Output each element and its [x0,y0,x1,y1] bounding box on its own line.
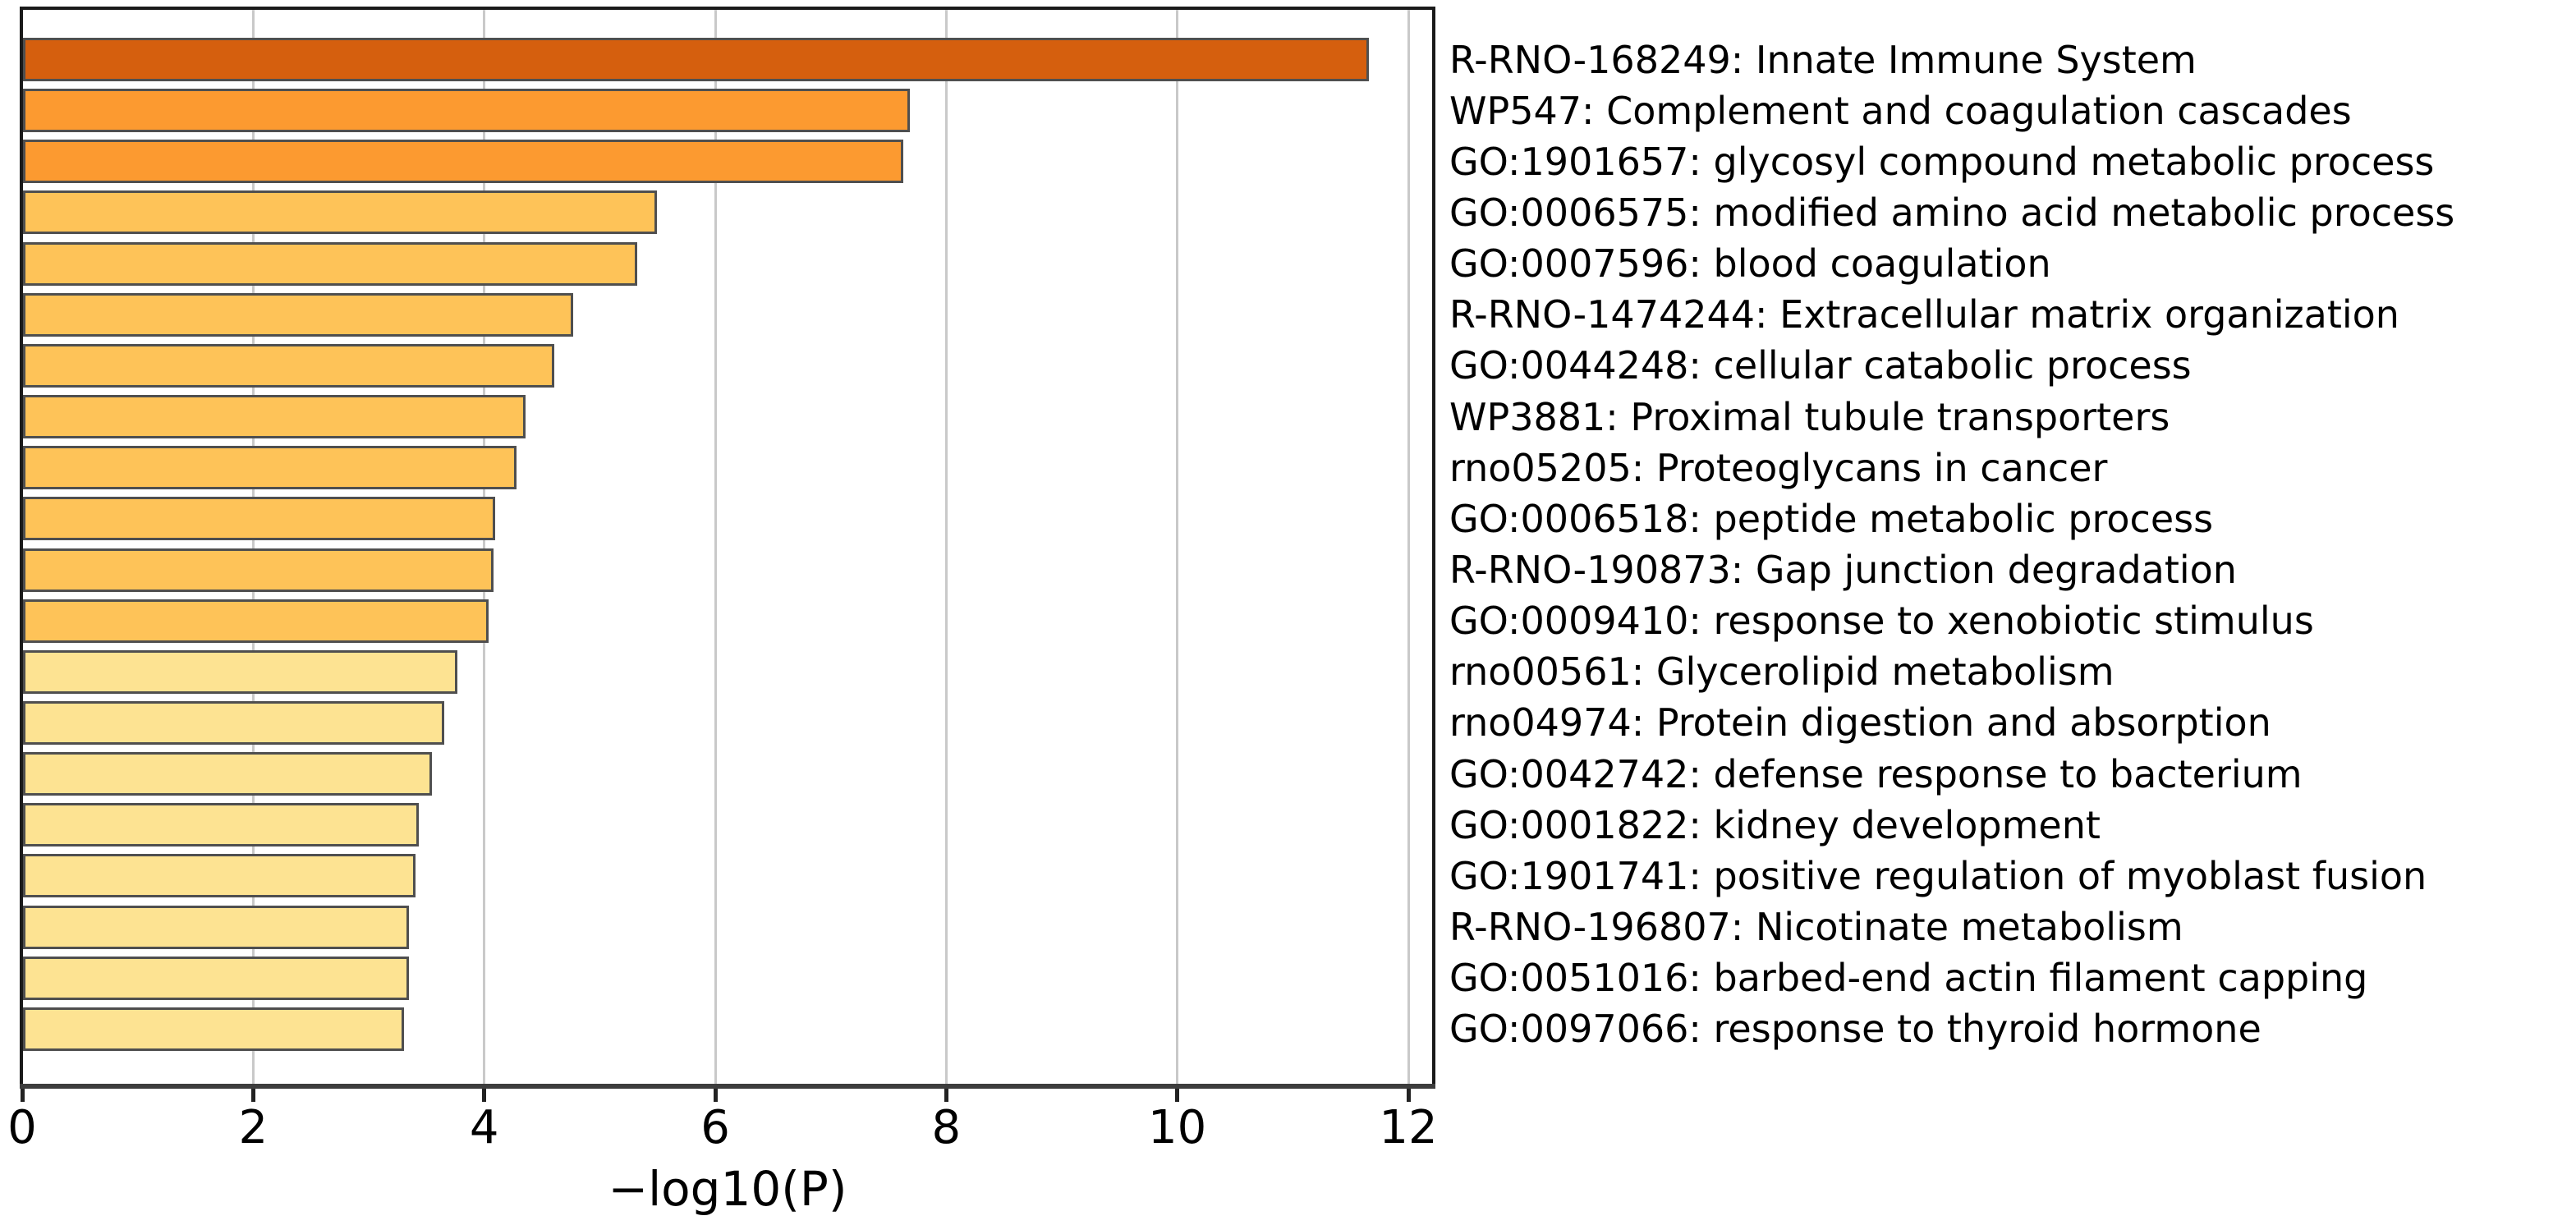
bar-19 [23,956,409,1000]
bar-6 [23,292,573,337]
term-label-17: GO:1901741: positive regulation of myobl… [1449,853,2427,898]
x-axis-line [20,1084,1435,1089]
bar-9 [23,446,517,490]
gridline-x4 [483,10,486,1084]
bar-11 [23,548,494,592]
term-label-20: GO:0097066: response to thyroid hormone [1449,1007,2261,1052]
gridline-x2 [251,10,255,1084]
tick-mark-x6 [713,1089,718,1102]
gridline-x6 [714,10,717,1084]
bar-10 [23,497,496,541]
term-label-13: rno00561: Glycerolipid metabolism [1449,649,2115,695]
term-label-19: GO:0051016: barbed-end actin filament ca… [1449,956,2368,1001]
term-label-15: GO:0042742: defense response to bacteriu… [1449,751,2303,796]
gridline-x10 [1176,10,1179,1084]
term-label-14: rno04974: Protein digestion and absorpti… [1449,700,2271,746]
tick-label-x4: 4 [469,1101,499,1154]
tick-label-x10: 10 [1148,1101,1207,1154]
bar-5 [23,241,638,286]
tick-label-x6: 6 [700,1101,730,1154]
term-label-1: R-RNO-168249: Innate Immune System [1449,37,2197,82]
tick-mark-x0 [20,1089,25,1102]
x-axis-title: −log10(P) [608,1161,847,1217]
bar-13 [23,649,457,694]
tick-label-x8: 8 [931,1101,962,1154]
term-label-3: GO:1901657: glycosyl compound metabolic … [1449,139,2435,184]
gridline-x12 [1407,10,1410,1084]
bar-17 [23,854,416,898]
tick-mark-x8 [944,1089,948,1102]
term-label-10: GO:0006518: peptide metabolic process [1449,496,2214,541]
term-label-4: GO:0006575: modified amino acid metaboli… [1449,190,2455,235]
bar-4 [23,190,658,235]
bar-15 [23,752,432,796]
term-label-8: WP3881: Proximal tubule transporters [1449,394,2170,439]
tick-mark-x4 [482,1089,487,1102]
term-label-18: R-RNO-196807: Nicotinate metabolism [1449,905,2183,950]
tick-mark-x10 [1175,1089,1180,1102]
term-label-12: GO:0009410: response to xenobiotic stimu… [1449,599,2314,644]
bar-7 [23,343,555,388]
bar-1 [23,38,1369,81]
tick-label-x12: 12 [1379,1101,1438,1154]
term-label-6: R-RNO-1474244: Extracellular matrix orga… [1449,292,2399,337]
bar-8 [23,395,526,439]
gridline-x8 [944,10,948,1084]
bar-18 [23,905,409,949]
bar-3 [23,140,903,184]
bar-20 [23,1007,405,1051]
bar-2 [23,89,911,133]
bar-12 [23,599,489,643]
tick-mark-x2 [250,1089,255,1102]
term-label-2: WP547: Complement and coagulation cascad… [1449,88,2352,133]
bar-16 [23,803,420,847]
left-spine [20,7,23,1087]
bar-14 [23,700,445,745]
term-label-11: R-RNO-190873: Gap junction degradation [1449,548,2237,592]
right-spine [1432,7,1435,1087]
tick-label-x2: 2 [238,1101,269,1154]
term-label-9: rno05205: Proteoglycans in cancer [1449,445,2108,490]
tick-label-x0: 0 [7,1101,37,1154]
tick-mark-x12 [1406,1089,1411,1102]
term-label-7: GO:0044248: cellular catabolic process [1449,343,2192,388]
top-spine [20,7,1435,10]
term-label-16: GO:0001822: kidney development [1449,802,2101,847]
term-label-5: GO:0007596: blood coagulation [1449,241,2051,287]
